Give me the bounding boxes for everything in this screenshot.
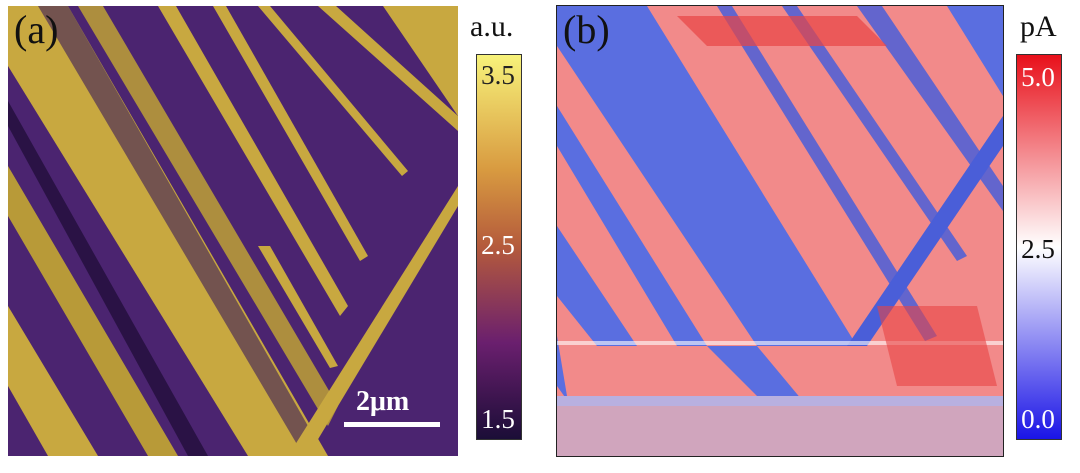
colorbar-b [1016, 54, 1062, 440]
scale-bar-label: 2μm [356, 386, 410, 417]
stripe-image-b [557, 6, 1003, 456]
image-panel-a: (a) 2μm [8, 6, 458, 456]
colorbar-b-unit: pA [1020, 10, 1057, 43]
colorbar-b-tick-mid: 2.5 [1021, 234, 1055, 264]
colorbar-a-tick-high: 3.5 [481, 60, 515, 90]
colorbar-b-tick-high: 5.0 [1021, 62, 1055, 92]
stripe-image-a [8, 6, 458, 456]
panel-label-b: (b) [563, 7, 610, 52]
colorbar-a-tick-low: 1.5 [481, 404, 515, 434]
colorbar-a-unit: a.u. [470, 10, 514, 43]
image-panel-b: (b) [556, 5, 1004, 457]
colorbar-a [476, 54, 522, 440]
scale-bar [344, 422, 440, 427]
panel-label-a: (a) [14, 7, 59, 52]
colorbar-b-tick-low: 0.0 [1021, 404, 1055, 434]
colorbar-a-tick-mid: 2.5 [481, 230, 515, 260]
